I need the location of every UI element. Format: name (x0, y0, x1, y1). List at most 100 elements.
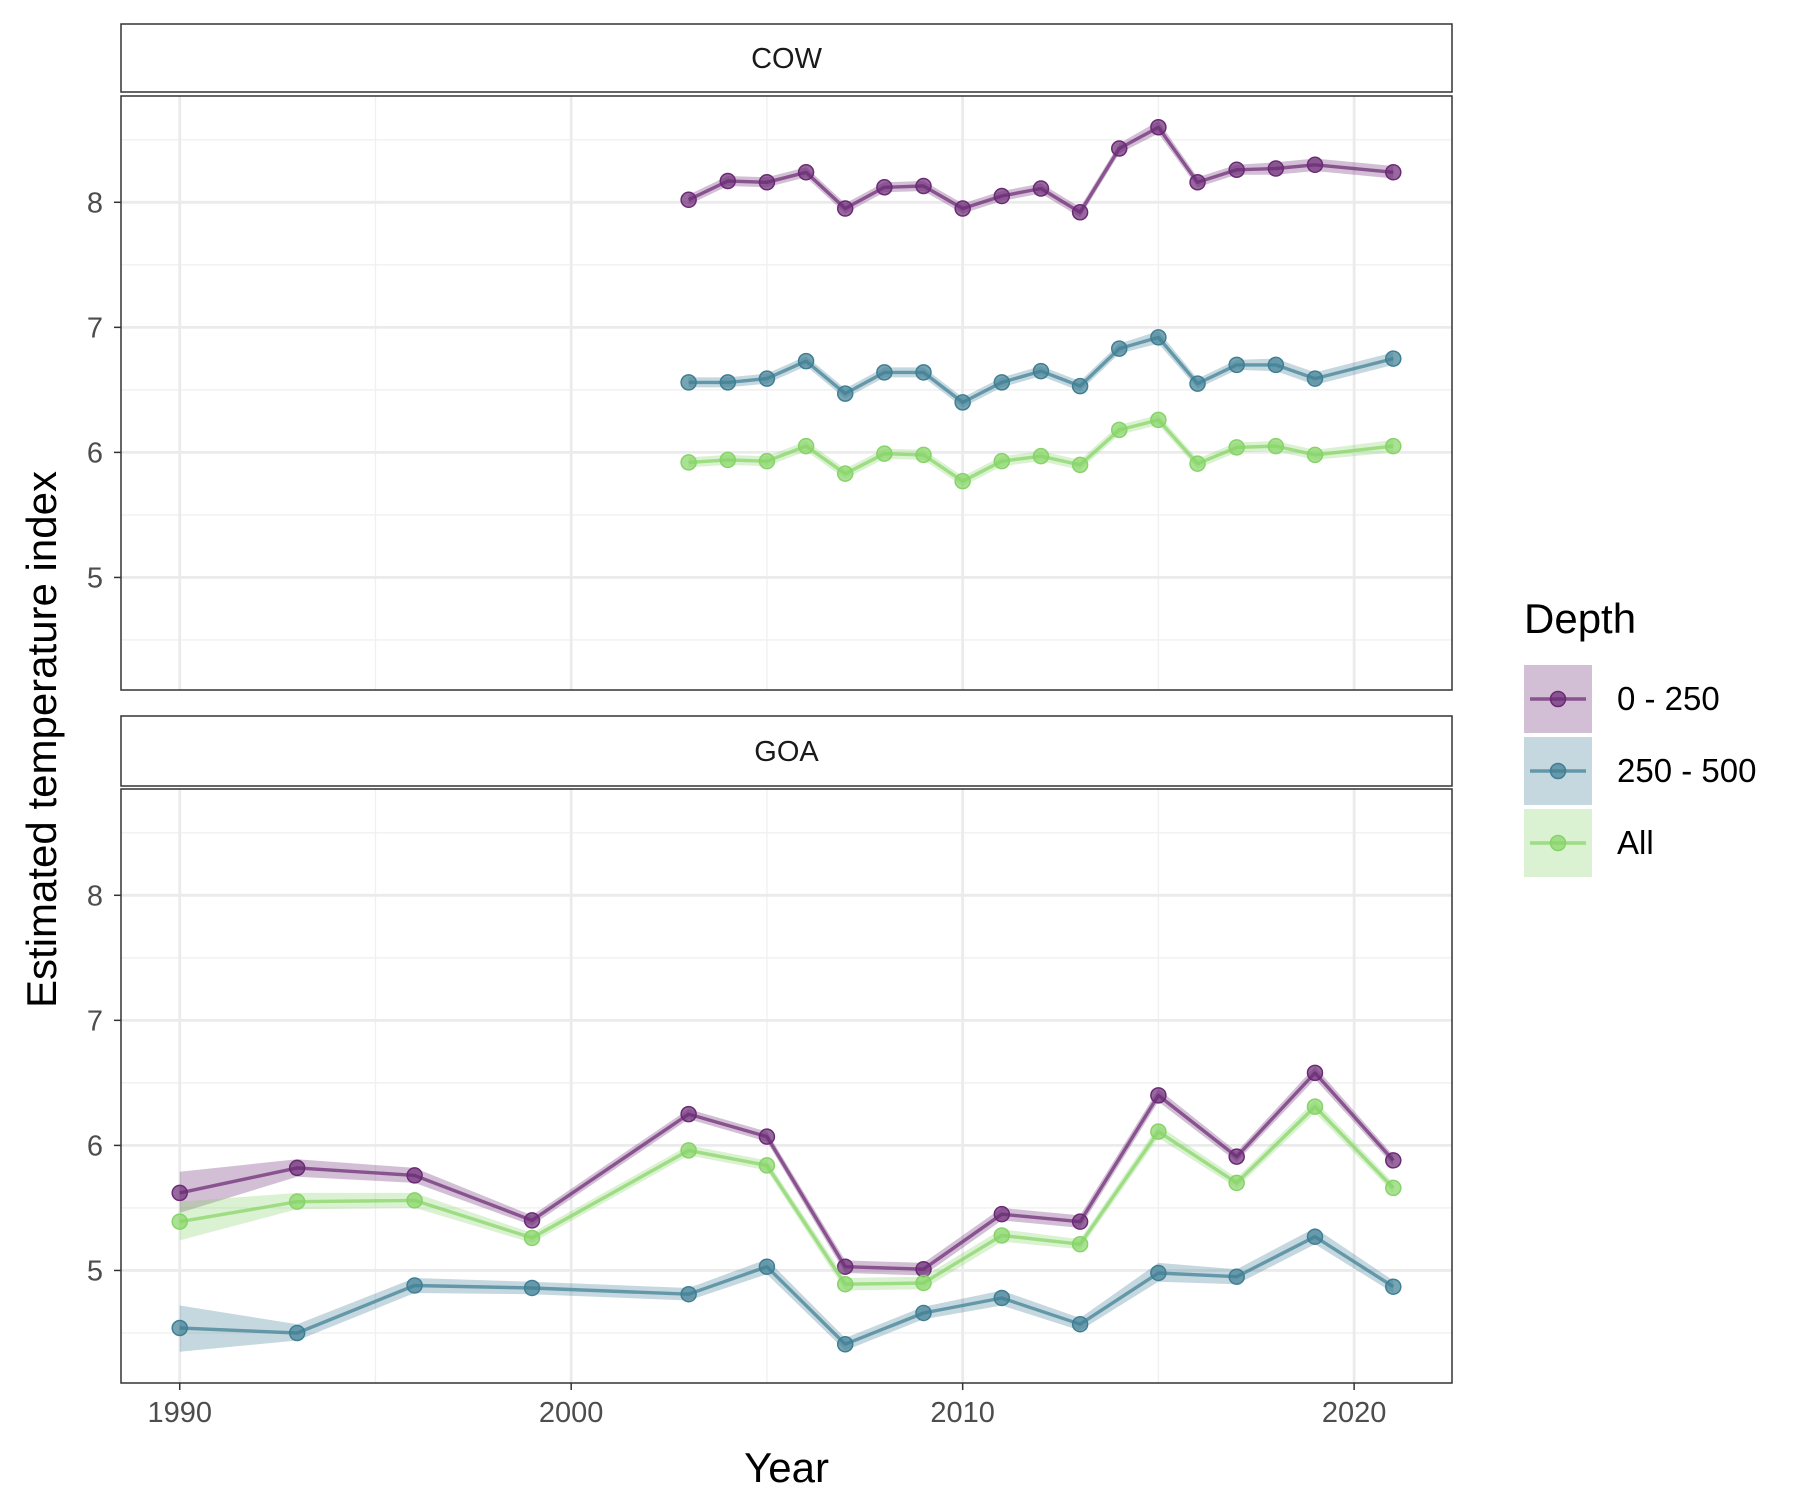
data-point (836, 385, 854, 402)
minor-gridlines (121, 789, 1452, 1383)
data-point (1189, 375, 1206, 392)
data-point (758, 1128, 776, 1145)
data-point (993, 1227, 1011, 1244)
series-all (680, 411, 1402, 490)
y-tick-label: 8 (87, 187, 103, 219)
data-point (758, 174, 776, 191)
legend-key-point (1549, 762, 1567, 780)
data-point (523, 1229, 541, 1247)
y-tick-label: 6 (87, 1130, 103, 1162)
data-point (1306, 1064, 1324, 1082)
x-axis-title: Year (744, 1444, 829, 1491)
data-point (954, 394, 971, 411)
series-all (171, 1098, 1402, 1293)
data-point (993, 187, 1011, 205)
data-point (406, 1277, 423, 1294)
data-point (1150, 329, 1167, 346)
major-gridlines (121, 789, 1452, 1383)
panel-background (121, 96, 1452, 690)
data-point (1385, 1179, 1402, 1197)
series-0-250 (171, 1064, 1402, 1278)
y-tick-label: 7 (87, 1005, 103, 1037)
data-point (1385, 1152, 1402, 1169)
data-point (1111, 140, 1128, 157)
y-tick-label: 8 (87, 880, 103, 912)
data-point (797, 164, 815, 181)
data-point (288, 1193, 306, 1210)
x-tick-label: 2010 (930, 1397, 995, 1429)
series-250-500 (171, 1227, 1402, 1353)
legend-item: All (1524, 809, 1654, 877)
data-point (1111, 340, 1128, 357)
data-point (876, 364, 893, 381)
data-point (993, 374, 1011, 391)
data-point (758, 1157, 776, 1174)
data-point (1071, 456, 1089, 474)
data-point (1228, 1148, 1245, 1165)
data-point (836, 1258, 854, 1275)
data-point (1385, 350, 1402, 367)
x-tick-label: 2000 (539, 1397, 604, 1429)
data-point (1385, 437, 1402, 455)
data-point (1150, 1264, 1167, 1282)
data-point (1111, 421, 1128, 439)
legend-key-point (1549, 834, 1567, 852)
data-point (680, 1142, 697, 1159)
data-point (758, 370, 776, 387)
data-point (836, 465, 854, 482)
y-tick-label: 6 (87, 437, 103, 469)
y-tick-label: 5 (87, 1255, 103, 1287)
confidence-ribbon (179, 1227, 1394, 1352)
data-point (876, 445, 893, 462)
legend-label: All (1617, 824, 1654, 861)
data-point (1228, 1174, 1245, 1192)
data-point (954, 200, 971, 217)
data-point (1228, 439, 1245, 456)
series-0-250 (680, 119, 1402, 221)
panel-border (120, 788, 1453, 1384)
data-point (915, 1304, 932, 1322)
data-point (406, 1167, 423, 1184)
y-axis-title: Estimated temperature index (18, 471, 65, 1008)
data-point (993, 1205, 1011, 1223)
data-point (523, 1279, 541, 1297)
facet-strip-label: GOA (754, 736, 819, 768)
minor-gridlines (121, 96, 1452, 690)
data-point (876, 179, 893, 196)
data-point (1267, 160, 1285, 177)
facet-panel-goa: GOA (120, 715, 1453, 1384)
y-tick-label: 5 (87, 562, 103, 594)
data-point (680, 1105, 697, 1123)
series-line (179, 1071, 1395, 1271)
data-point (1385, 164, 1402, 181)
data-point (680, 454, 697, 471)
legend: Depth 0 - 250 250 - 500 All (1524, 595, 1756, 877)
data-point (1306, 1098, 1324, 1115)
data-point (1150, 1087, 1167, 1104)
data-point (1306, 446, 1324, 464)
data-point (719, 451, 737, 469)
data-point (1306, 156, 1324, 174)
data-point (288, 1324, 306, 1342)
legend-key-point (1549, 690, 1567, 708)
facet-strip-label: COW (751, 43, 823, 75)
legend-item: 250 - 500 (1524, 737, 1756, 805)
panel-border (120, 95, 1453, 691)
data-point (1150, 411, 1167, 429)
data-point (1267, 356, 1285, 374)
data-point (1306, 370, 1324, 387)
data-point (1385, 1278, 1402, 1295)
data-point (1267, 437, 1285, 455)
data-point (954, 472, 971, 490)
data-point (915, 177, 932, 195)
data-point (1071, 1235, 1089, 1253)
series-line (179, 1104, 1395, 1286)
data-point (719, 172, 737, 190)
data-point (1071, 204, 1089, 221)
data-point (171, 1184, 188, 1202)
data-point (797, 437, 815, 455)
legend-label: 0 - 250 (1617, 680, 1720, 717)
data-point (523, 1212, 541, 1229)
data-point (836, 1335, 854, 1353)
